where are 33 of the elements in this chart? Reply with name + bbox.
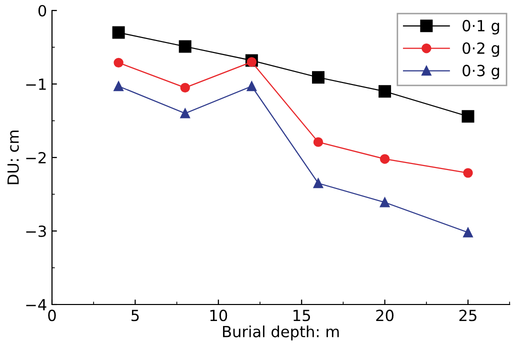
- point: [313, 137, 324, 147]
- y-tick-label: −2: [26, 152, 46, 164]
- point: [378, 85, 392, 98]
- x-tick-label: 0: [48, 310, 56, 322]
- legend-label: 0·1 g: [462, 20, 500, 34]
- legend-label: 0·3 g: [462, 64, 500, 80]
- x-tick-label: 15: [294, 310, 310, 322]
- y-axis-title: DU: cm: [8, 130, 19, 184]
- point: [112, 26, 125, 39]
- x-tick-label: 5: [132, 310, 139, 322]
- y-tick-label: 0: [38, 4, 46, 17]
- point: [462, 110, 474, 123]
- y-tick-label: −1: [26, 78, 46, 90]
- x-axis-title: Burial depth: m: [223, 326, 339, 340]
- x-tick-label: 25: [459, 310, 476, 322]
- y-tick-label: −3: [26, 225, 46, 238]
- point: [246, 57, 257, 67]
- y-tick-label: −4: [26, 299, 46, 310]
- x-tick-label: 10: [210, 310, 228, 322]
- point: [180, 82, 190, 93]
- point: [246, 81, 257, 92]
- point: [312, 71, 324, 84]
- point: [463, 168, 473, 178]
- point: [180, 108, 190, 118]
- point: [178, 40, 192, 53]
- point: [114, 81, 124, 92]
- legend-label: 0·2 g: [462, 42, 500, 57]
- point: [313, 178, 324, 188]
- point: [380, 154, 390, 164]
- point: [380, 197, 390, 208]
- x-tick-label: 20: [376, 310, 394, 322]
- point: [463, 228, 473, 238]
- point: [114, 58, 124, 68]
